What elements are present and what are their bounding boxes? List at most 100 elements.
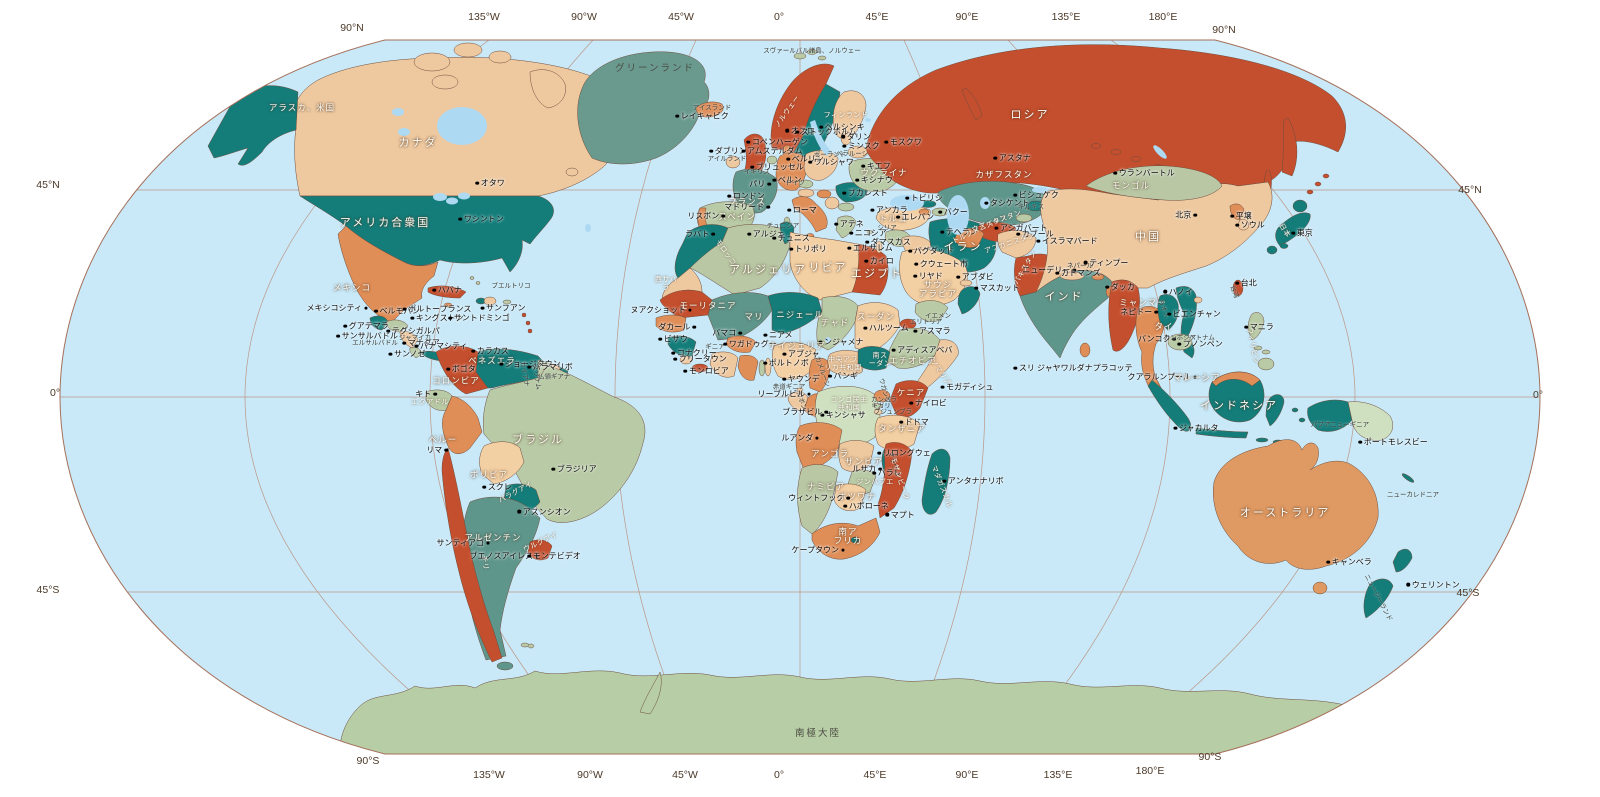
country-togo	[758, 359, 766, 377]
country-germany	[775, 152, 807, 191]
country-oman	[957, 286, 981, 315]
country-south-korea	[1237, 219, 1249, 231]
country-mongolia	[1085, 165, 1223, 201]
region-low-countries	[766, 155, 778, 165]
country-equatorial-guinea	[796, 387, 804, 393]
country-ireland	[725, 155, 741, 169]
islands-novaya-zemlya	[961, 87, 983, 121]
islands-caribbean	[427, 276, 533, 334]
country-guinea	[667, 335, 697, 357]
country-papua-new-guinea	[1347, 401, 1393, 441]
country-armenia	[918, 208, 930, 216]
country-chad	[816, 296, 859, 351]
island-java	[1195, 427, 1249, 439]
country-ethiopia	[884, 327, 941, 369]
islands-falkland	[520, 642, 535, 649]
region-russia-north-asia	[865, 44, 1346, 201]
country-nepal	[1059, 271, 1085, 281]
country-mexico	[337, 225, 439, 323]
country-algeria	[689, 224, 791, 296]
country-sierra-leone	[679, 355, 693, 365]
country-madagascar	[921, 448, 951, 515]
country-south-sudan	[857, 346, 891, 371]
country-cambodia	[1167, 333, 1193, 351]
country-france	[732, 168, 778, 214]
country-nigeria	[772, 342, 817, 380]
territory-greenland	[577, 51, 710, 165]
lakes	[392, 107, 1167, 412]
islands-canadian-arctic	[413, 42, 579, 177]
country-mozambique	[877, 442, 913, 519]
region-malaysia-borneo	[1211, 371, 1261, 387]
country-iceland	[695, 101, 724, 118]
islands-svalbard	[793, 49, 827, 61]
country-bulgaria	[837, 202, 855, 212]
country-japan	[1266, 199, 1311, 255]
country-italy	[791, 196, 828, 233]
country-saudi-arabia	[899, 249, 968, 306]
region-kamchatka	[1281, 117, 1298, 177]
country-czechia	[798, 179, 814, 189]
country-benin	[764, 357, 772, 377]
region-middle-east-central-asia	[866, 180, 1059, 322]
country-greece	[835, 215, 857, 239]
country-belarus	[847, 145, 869, 159]
island-sumatra	[1147, 379, 1192, 432]
country-uganda	[873, 389, 891, 403]
country-laos	[1157, 294, 1179, 331]
country-bolivia	[479, 441, 525, 485]
island-tasmania	[1312, 581, 1328, 595]
country-burundi	[873, 409, 883, 415]
country-uae	[959, 279, 973, 287]
territory-new-caledonia	[1401, 473, 1415, 483]
country-yemen	[914, 300, 949, 322]
country-angola	[795, 422, 843, 471]
country-cameroon	[808, 357, 831, 393]
continent-africa	[655, 221, 959, 560]
country-ghana	[737, 355, 759, 381]
island-hainan	[1193, 296, 1203, 304]
country-burkina-faso	[725, 335, 757, 353]
region-central-america	[369, 315, 447, 362]
region-south-east-asia	[1019, 165, 1311, 445]
country-namibia	[797, 464, 839, 535]
country-chile	[441, 447, 503, 663]
island-taiwan	[1232, 279, 1244, 297]
island-sulawesi	[1265, 394, 1285, 427]
country-austria	[797, 188, 815, 198]
island-new-guinea-west	[1307, 399, 1353, 432]
country-botswana	[833, 483, 867, 511]
country-ivory-coast	[709, 351, 739, 378]
country-somalia	[914, 339, 959, 393]
country-tajikistan	[1015, 213, 1033, 223]
country-australia	[1212, 439, 1379, 570]
country-vietnam	[1175, 286, 1197, 359]
country-new-zealand	[1363, 548, 1413, 619]
country-north-korea	[1229, 203, 1245, 221]
continent-south-america	[425, 345, 646, 671]
country-sri-lanka	[1079, 342, 1091, 358]
country-eritrea	[899, 318, 917, 330]
country-bhutan	[1091, 273, 1105, 281]
country-myanmar	[1108, 279, 1140, 352]
country-uruguay	[527, 539, 553, 561]
islands-maluku	[1291, 407, 1306, 423]
country-serbia	[824, 196, 840, 210]
country-rwanda	[873, 403, 883, 409]
country-peru	[442, 395, 483, 454]
country-hungary	[816, 189, 832, 199]
islands-kuril	[1306, 173, 1330, 195]
country-philippines	[1247, 312, 1275, 371]
country-egypt	[851, 243, 889, 296]
country-south-africa	[811, 517, 881, 560]
region-israel-jordan	[875, 240, 883, 254]
region-baltics	[840, 130, 852, 146]
country-afghanistan	[997, 230, 1037, 259]
country-senegal	[655, 314, 687, 333]
country-central-african-republic	[827, 350, 867, 376]
region-oceania	[1212, 399, 1415, 619]
country-liberia	[691, 363, 709, 373]
country-azerbaijan	[931, 207, 949, 217]
